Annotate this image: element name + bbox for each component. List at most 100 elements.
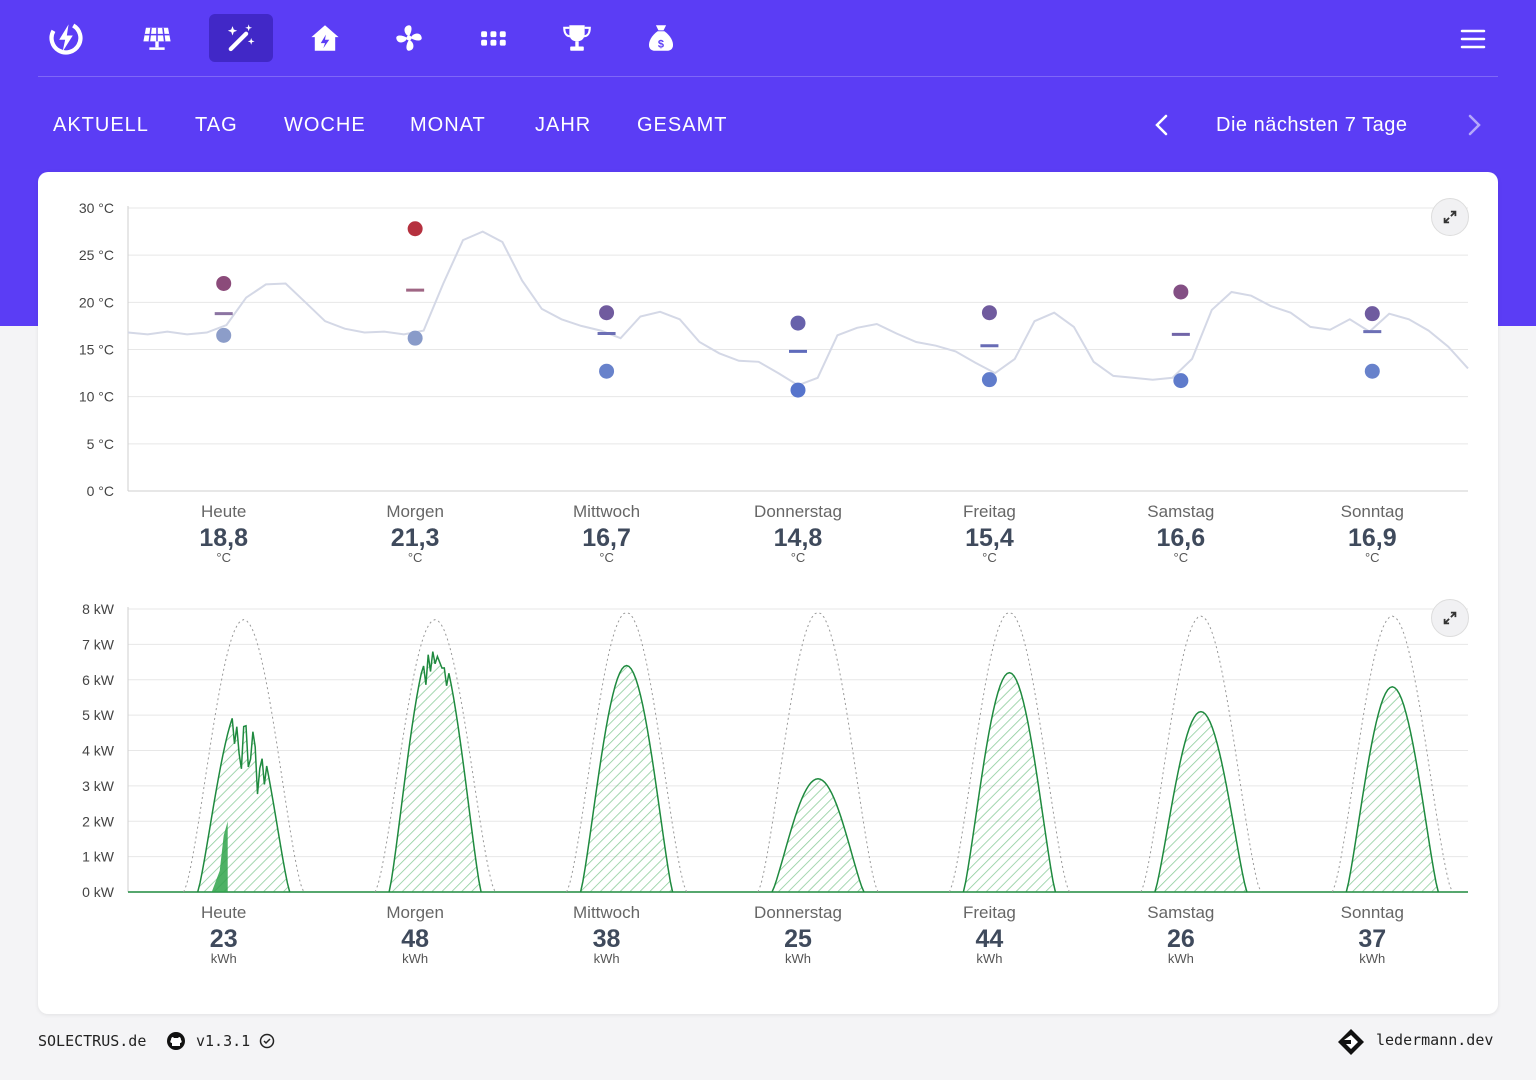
temperature-min-point (599, 363, 615, 379)
grid-icon[interactable] (461, 14, 525, 62)
tab-woche[interactable]: WOCHE (284, 114, 366, 136)
day-energy-unit: kWh (976, 951, 1003, 966)
day-temperature-unit: °C (599, 550, 614, 565)
y-axis-label: 10 °C (79, 389, 114, 405)
y-axis-label: 15 °C (79, 342, 114, 358)
temperature-day-summary: Morgen 21,3 °C (335, 502, 495, 565)
forecast-line (196, 718, 291, 893)
power-day-summary: Sonntag 37 kWh (1292, 903, 1452, 966)
author-link[interactable]: ledermann.dev (1376, 1031, 1494, 1049)
day-temperature-unit: °C (1364, 550, 1380, 565)
y-axis-label: 3 kW (82, 778, 115, 794)
temperature-day-summary: Heute 18,8 °C (144, 502, 304, 565)
temperature-max-point (1364, 306, 1380, 322)
day-temperature-value: 16,9 (1347, 524, 1397, 552)
forecast-area (1154, 711, 1247, 892)
forecast-area (772, 778, 864, 892)
day-energy-unit: kWh (593, 951, 620, 966)
tab-aktuell[interactable]: AKTUELL (53, 114, 149, 136)
tab-gesamt[interactable]: GESAMT (637, 114, 728, 136)
temperature-max-point (216, 275, 232, 291)
tab-tag[interactable]: TAG (195, 114, 238, 136)
y-axis-label: 5 kW (82, 707, 115, 723)
day-energy-unit: kWh (1167, 951, 1194, 966)
expand-power-chart-button[interactable] (1431, 599, 1469, 637)
y-axis-label: 1 kW (82, 849, 115, 865)
tab-monat[interactable]: MONAT (410, 114, 486, 136)
github-icon[interactable] (166, 1031, 186, 1051)
temperature-min-point (216, 327, 232, 343)
solar-panel-icon[interactable] (125, 14, 189, 62)
temperature-min-point (1364, 363, 1380, 379)
day-name: Donnerstag (754, 502, 842, 521)
trophy-icon[interactable] (545, 14, 609, 62)
day-name: Samstag (1147, 502, 1215, 521)
forecast-area (580, 665, 673, 892)
lightning-logo-icon[interactable] (34, 14, 98, 62)
day-energy-unit: kWh (402, 951, 429, 966)
day-name: Freitag (962, 502, 1016, 521)
day-energy-unit: kWh (210, 951, 237, 966)
forecast-line (579, 664, 674, 893)
ledermann-logo-icon[interactable] (1336, 1027, 1366, 1057)
y-axis-label: 30 °C (79, 200, 114, 216)
y-axis-label: 0 °C (87, 483, 114, 499)
day-temperature-value: 14,8 (773, 524, 823, 552)
power-chart: 8 kW 7 kW 6 kW 5 kW 4 kW 3 kW 2 kW 1 kW 0 kW (82, 601, 1468, 900)
expand-icon (1443, 611, 1457, 625)
temperature-min-point (790, 382, 806, 398)
day-name: Morgen (386, 502, 444, 521)
tab-jahr[interactable]: JAHR (535, 114, 592, 136)
hamburger-menu-icon[interactable] (1458, 24, 1488, 54)
forecast-area (197, 718, 290, 892)
next-period-button[interactable] (1458, 108, 1490, 142)
period-label: Die nächsten 7 Tage (1216, 114, 1408, 136)
day-name: Freitag (962, 903, 1016, 922)
expand-temperature-chart-button[interactable] (1431, 198, 1469, 236)
y-axis-label: 2 kW (82, 813, 115, 829)
actual-production-area (211, 821, 228, 892)
day-energy-unit: kWh (785, 951, 811, 966)
day-temperature-value: 21,3 (390, 524, 440, 552)
temperature-day-summary: Mittwoch 16,7 °C (527, 502, 687, 565)
day-name: Sonntag (1340, 903, 1404, 922)
temperature-min-point (981, 372, 997, 388)
brand-link[interactable]: SOLECTRUS.de (38, 1032, 147, 1050)
y-axis-label: 0 kW (82, 884, 115, 900)
day-name: Heute (201, 903, 247, 922)
clear-sky-curve (1331, 615, 1453, 893)
day-temperature-value: 15,4 (965, 524, 1014, 552)
temperature-max-point (1173, 284, 1189, 300)
version-label[interactable]: v1.3.1 (196, 1032, 251, 1050)
house-icon[interactable] (293, 14, 357, 62)
temperature-day-summary: Samstag 16,6 °C (1101, 502, 1261, 565)
y-axis-label: 25 °C (79, 247, 114, 263)
forecast-area (389, 651, 482, 892)
day-energy-value: 48 (401, 925, 430, 953)
previous-period-button[interactable] (1146, 108, 1178, 142)
money-bag-icon[interactable]: $ (629, 14, 693, 62)
day-energy-value: 37 (1358, 925, 1387, 953)
day-energy-value: 38 (592, 925, 621, 953)
day-energy-value: 25 (784, 925, 812, 953)
power-day-summary: Heute 23 kWh (144, 903, 304, 966)
day-temperature-unit: °C (1173, 550, 1189, 565)
top-navigation: $ (38, 0, 1498, 77)
y-axis-label: 8 kW (82, 601, 115, 617)
forecast-card: 30 °C 25 °C 20 °C 15 °C 10 °C 5 °C 0 °C 8 kW 7 … (38, 172, 1498, 1014)
day-temperature-value: 18,8 (199, 524, 249, 552)
day-name: Heute (201, 502, 247, 521)
day-energy-value: 44 (975, 925, 1004, 953)
day-energy-value: 26 (1166, 925, 1195, 953)
magic-wand-icon[interactable] (209, 14, 273, 62)
y-axis-label: 5 °C (87, 436, 114, 452)
y-axis-label: 4 kW (82, 743, 115, 759)
day-temperature-value: 16,7 (582, 524, 631, 552)
day-name: Samstag (1147, 903, 1215, 922)
power-day-summary: Morgen 48 kWh (335, 903, 495, 966)
temperature-chart: 30 °C 25 °C 20 °C 15 °C 10 °C 5 °C 0 °C (79, 200, 1469, 499)
fan-icon[interactable] (377, 14, 441, 62)
day-temperature-unit: °C (790, 550, 806, 565)
clear-sky-curve (1140, 615, 1262, 893)
day-temperature-unit: °C (982, 550, 997, 565)
